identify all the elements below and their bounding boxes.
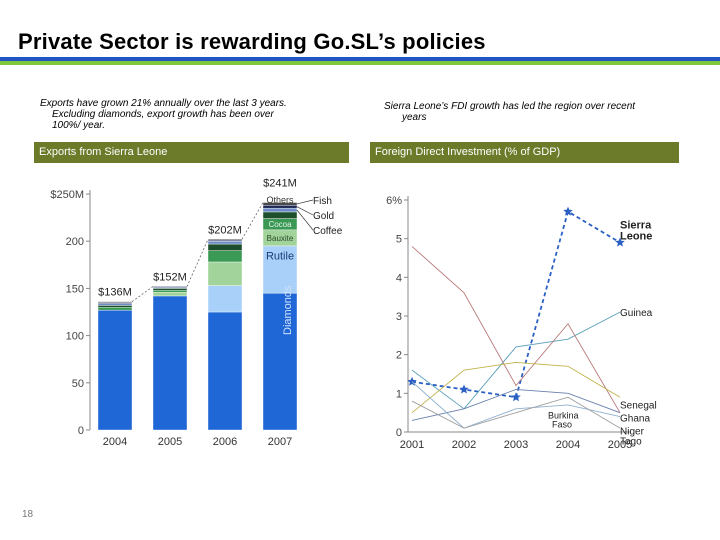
exports-caption-line-3: 100%/ year. — [52, 120, 105, 131]
fdi-series-label-senegal: Senegal — [620, 401, 657, 412]
exports-y-tick-label: 200 — [66, 236, 84, 248]
exports-x-tick-label: 2004 — [103, 436, 127, 448]
exports-bar-segment-bauxite-2006 — [207, 261, 243, 286]
fdi-line-togo — [411, 396, 621, 429]
fdi-series-label-togo: Togo — [620, 437, 642, 448]
exports-x-tick-label: 2007 — [268, 436, 292, 448]
exports-segment-label-coffee: Coffee — [313, 226, 343, 237]
exports-total-label: $241M — [263, 177, 297, 189]
fdi-x-tick-label: 2001 — [400, 439, 424, 451]
exports-bar-segment-diamonds-2006 — [207, 311, 243, 431]
exports-growth-connector — [131, 286, 154, 302]
exports-caption: Exports have grown 21% annually over the… — [40, 98, 340, 131]
fdi-point-sierra-leone — [511, 392, 521, 402]
fdi-x-tick-label: 2003 — [504, 439, 528, 451]
exports-bar-segment-coffee-2004 — [97, 303, 133, 306]
exports-bar-segment-coffee-2006 — [207, 240, 243, 245]
exports-segment-label-diamonds: Diamonds — [282, 285, 294, 335]
exports-bar-segment-rutile-2007 — [262, 245, 298, 294]
exports-bar-segment-diamonds-2005 — [152, 295, 188, 431]
fdi-x-tick-label: 2005 — [608, 439, 632, 451]
exports-bar-segment-others-2006 — [207, 243, 243, 251]
exports-bar-segment-diamonds-2004 — [97, 309, 133, 431]
exports-caption-line-2: Excluding diamonds, export growth has be… — [52, 109, 274, 120]
fdi-series-label-sierra-leone: Sierra Leone — [620, 220, 652, 243]
fdi-line-niger — [411, 381, 621, 429]
title-rule-blue — [0, 57, 720, 61]
exports-segment-label-cocoa: Cocoa — [268, 220, 292, 229]
fdi-series-label-ghana: Ghana — [620, 414, 650, 425]
exports-bar-segment-cocoa-2004 — [97, 307, 133, 311]
exports-bar-segment-diamonds-2007 — [262, 292, 298, 431]
fdi-line-ghana — [411, 361, 621, 414]
exports-bar-segment-coffee-2007 — [262, 207, 298, 213]
exports-caption-line-1: Exports have grown 21% annually over the… — [40, 98, 287, 109]
exports-bar-segment-others-2004 — [97, 305, 133, 308]
exports-bar-segment-gold-2005 — [152, 286, 188, 288]
exports-callout-line-coffee — [296, 209, 314, 231]
fdi-point-sierra-leone — [615, 237, 625, 247]
fdi-caption-line-2: years — [402, 112, 427, 123]
exports-total-label: $202M — [208, 224, 242, 236]
exports-segment-label-others: Others — [266, 195, 294, 205]
exports-bar-segment-others-2005 — [152, 288, 188, 291]
exports-bar-segment-rutile-2006 — [207, 285, 243, 313]
fdi-header: Foreign Direct Investment (% of GDP) — [370, 142, 679, 163]
exports-segment-label-bauxite: Bauxite — [267, 234, 294, 243]
fdi-point-sierra-leone — [563, 206, 573, 216]
exports-bar-segment-gold-2007 — [262, 205, 298, 209]
exports-total-label: $136M — [98, 287, 132, 299]
fdi-y-tick-label: 6% — [386, 195, 402, 207]
fdi-point-sierra-leone — [459, 384, 469, 394]
exports-x-tick-label: 2006 — [213, 436, 237, 448]
fdi-x-tick-label: 2004 — [556, 439, 580, 451]
exports-y-tick-label: 0 — [78, 425, 84, 437]
fdi-line-senegal — [411, 246, 621, 413]
slide-title: Private Sector is rewarding Go.SL’s poli… — [18, 29, 486, 54]
fdi-y-tick-label: 2 — [396, 350, 402, 362]
fdi-x-tick-label: 2002 — [452, 439, 476, 451]
exports-chart: 0 50 100 150 200 $250M 2004 2005 2006 2007 $136M $… — [50, 177, 343, 448]
exports-y-tick-label: 50 — [72, 378, 84, 390]
exports-bar-segment-fish-2006 — [207, 239, 243, 241]
exports-header: Exports from Sierra Leone — [34, 142, 349, 163]
exports-y-tick-label: $250M — [50, 189, 84, 201]
fdi-line-guinea — [411, 311, 621, 410]
fdi-y-tick-label: 0 — [396, 427, 402, 439]
fdi-series-label-burkina-faso: Burkina Faso — [548, 410, 579, 429]
exports-callout-line-gold — [296, 206, 314, 216]
fdi-series-label-niger: Niger — [620, 427, 645, 438]
exports-bar-segment-bauxite-2005 — [152, 291, 188, 297]
fdi-caption: Sierra Leone’s FDI growth has led the re… — [384, 101, 684, 123]
exports-callout-line-fish — [296, 199, 314, 205]
exports-bar-segment-fish-2007 — [262, 202, 298, 206]
exports-bar-segment-others-2007 — [262, 211, 298, 219]
fdi-series-label-guinea: Guinea — [620, 308, 653, 319]
title-rule-green — [0, 61, 720, 65]
exports-growth-connector — [241, 202, 264, 240]
exports-y-tick-label: 150 — [66, 283, 84, 295]
exports-segment-label-rutile: Rutile — [266, 251, 294, 263]
exports-bar-segment-cocoa-2005 — [152, 290, 188, 293]
fdi-y-tick-label: 4 — [396, 272, 402, 284]
exports-bar-segment-fish-2004 — [97, 301, 133, 303]
fdi-line-sierra-leone — [411, 210, 621, 399]
fdi-y-tick-label: 3 — [396, 311, 402, 323]
exports-total-label: $152M — [153, 272, 187, 284]
exports-y-tick-label: 100 — [66, 331, 84, 343]
page-number: 18 — [22, 509, 34, 520]
exports-segment-label-gold: Gold — [313, 211, 334, 222]
exports-segment-label-fish: Fish — [313, 196, 332, 207]
fdi-y-tick-label: 1 — [396, 388, 402, 400]
exports-x-tick-label: 2005 — [158, 436, 182, 448]
fdi-caption-line-1: Sierra Leone’s FDI growth has led the re… — [384, 101, 636, 112]
fdi-y-tick-label: 5 — [396, 234, 402, 246]
exports-bar-segment-cocoa-2006 — [207, 250, 243, 263]
exports-growth-connector — [186, 239, 209, 287]
fdi-chart: 0 1 2 3 4 5 6% 2001 2002 2003 2004 2005 Sierra Leone… — [386, 195, 657, 451]
